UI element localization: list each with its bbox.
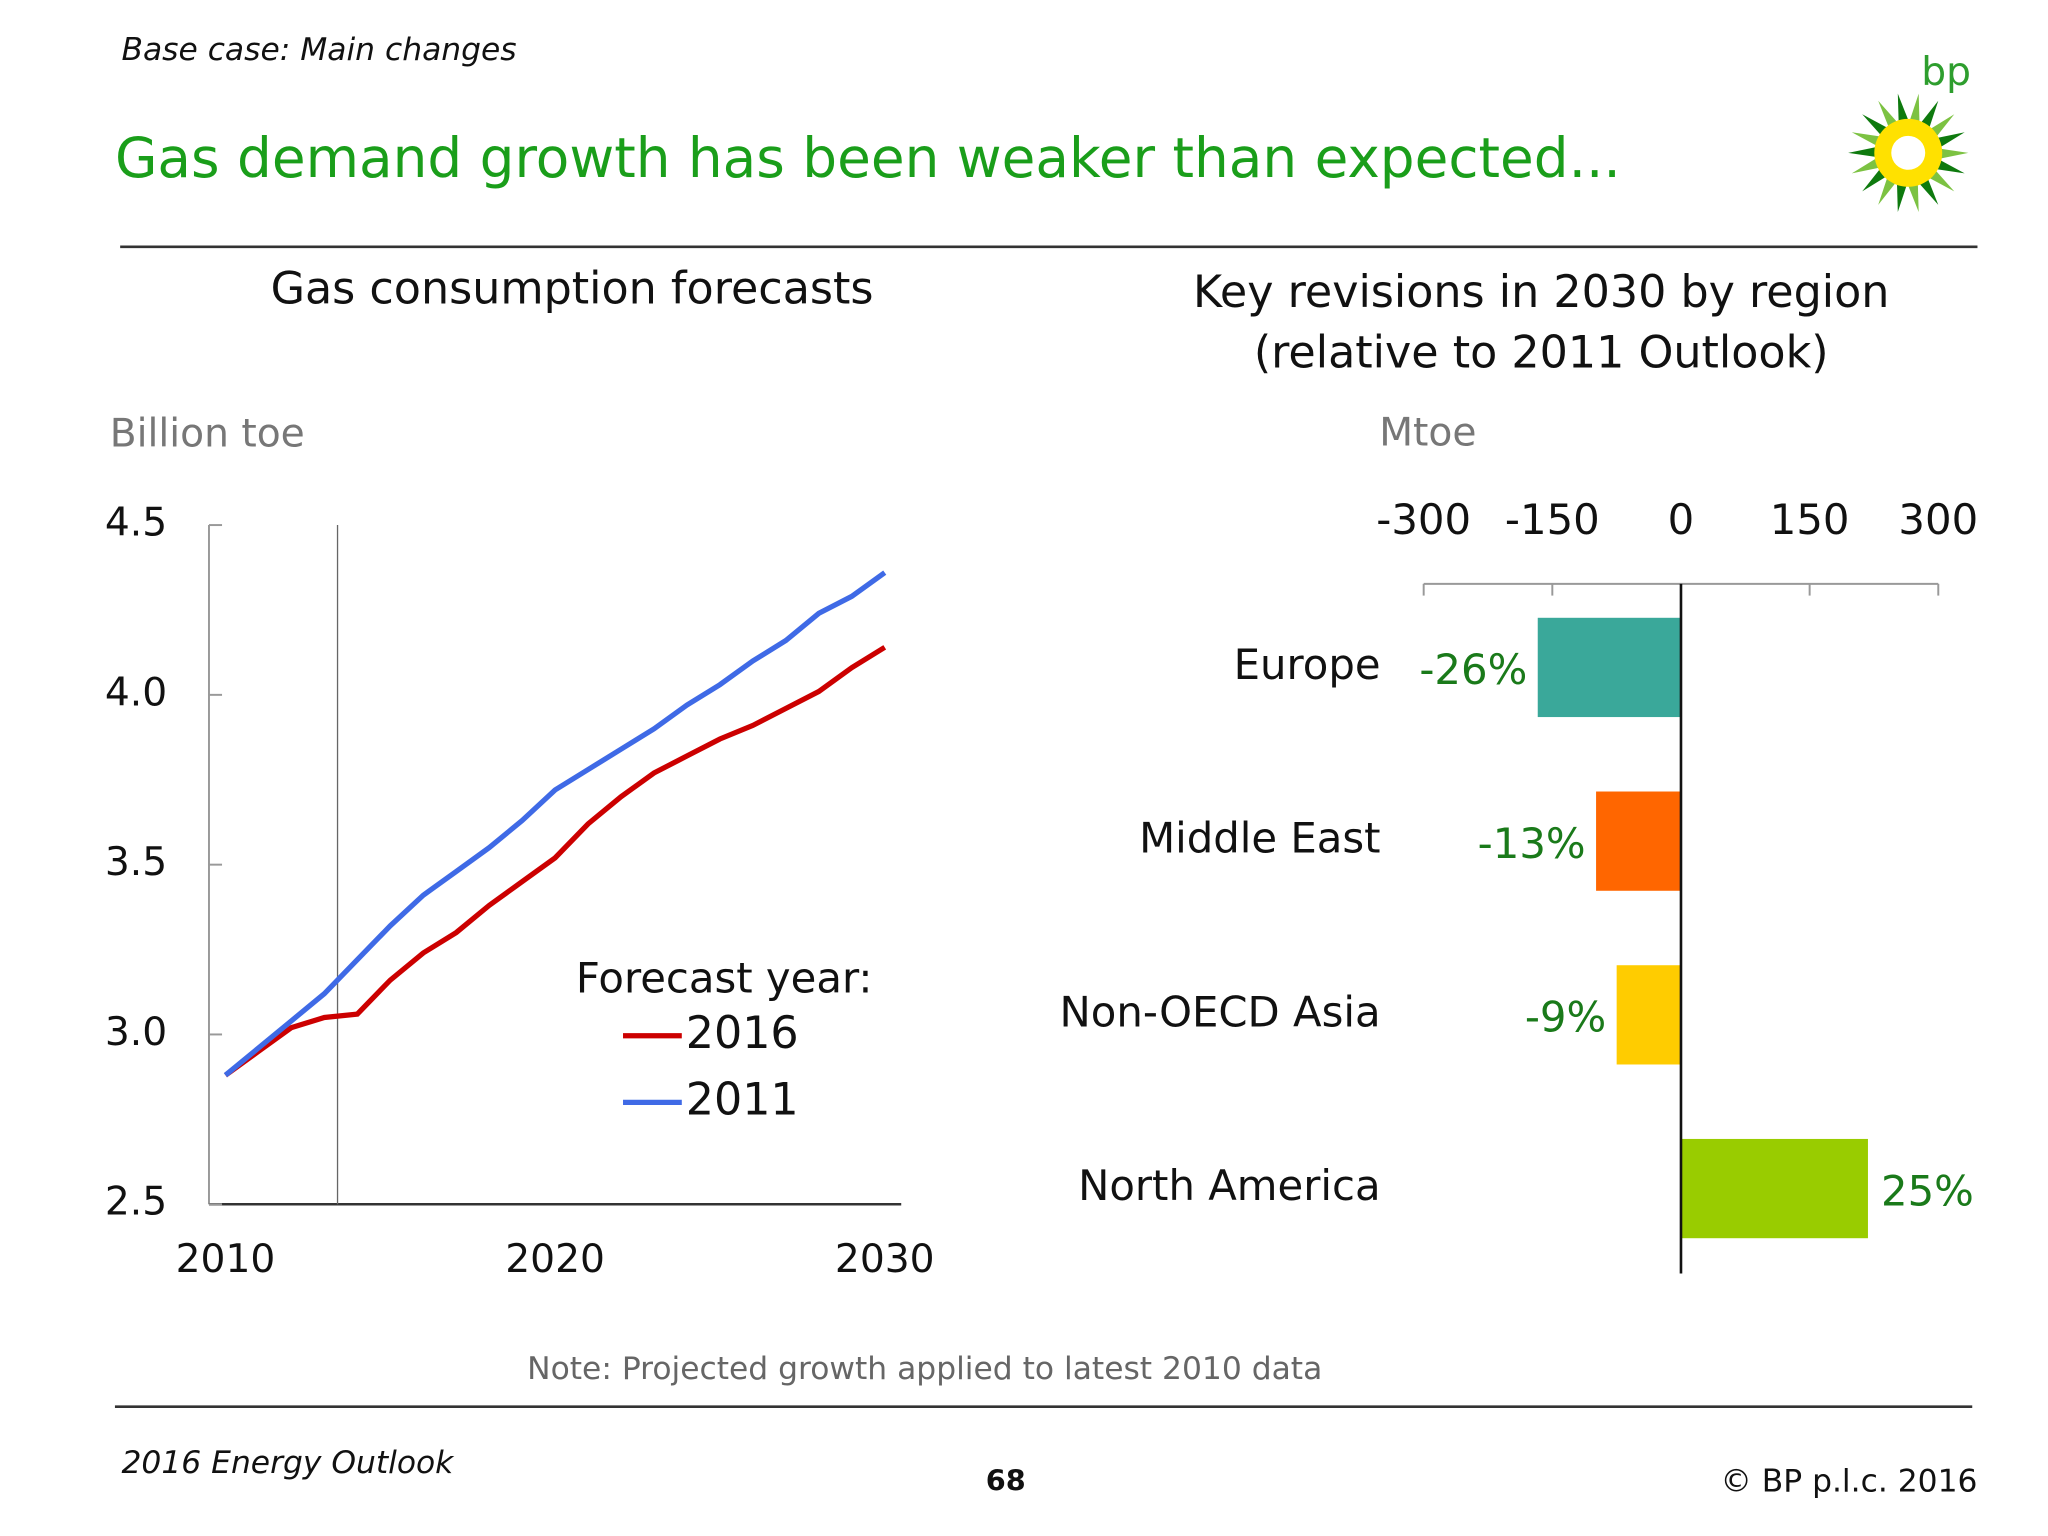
chart-subtitle: (relative to 2011 Outlook) [1254,327,1829,378]
y-tick-label: 2.5 [105,1180,167,1225]
bar [1680,1138,1868,1239]
x-tick-label: 150 [1770,495,1850,544]
series-line [223,645,887,1078]
page-number: 68 [986,1463,1026,1497]
slide-subtitle: Base case: Main changes [121,32,516,68]
footer-left: 2016 Energy Outlook [121,1445,455,1481]
x-tick-label: 2020 [505,1237,605,1282]
y-tick-label: 4.0 [105,670,167,715]
logo-center [1891,135,1926,170]
x-tick-label: 2010 [176,1237,276,1282]
y-tick-label: 3.0 [105,1010,167,1055]
category-label: Non-OECD Asia [1060,987,1381,1036]
revision-label: -9% [1525,993,1606,1042]
category-label: Middle East [1139,814,1380,863]
legend-title: Forecast year: [576,953,873,1002]
category-label: Europe [1234,640,1381,689]
bar [1616,965,1681,1065]
footer-right: © BP p.l.c. 2016 [1720,1463,1977,1499]
y-tick-label: 4.5 [105,501,167,546]
legend-label: 2016 [686,1008,799,1059]
chart-title: Key revisions in 2030 by region [1193,267,1889,318]
category-label: North America [1078,1161,1381,1210]
revision-label: 25% [1881,1166,1974,1215]
chart-title: Gas consumption forecasts [271,263,874,314]
revision-label: -13% [1478,819,1586,868]
x-tick-label: -150 [1505,495,1600,544]
x-tick-label: 300 [1898,495,1978,544]
y-axis-label: Billion toe [110,412,305,457]
slide-title: Gas demand growth has been weaker than e… [115,126,1621,190]
bar [1537,617,1681,718]
x-axis-label: Mtoe [1379,410,1476,455]
logo [1848,93,1969,212]
bar [1596,791,1681,891]
x-tick-label: -300 [1376,495,1471,544]
revision-label: -26% [1419,645,1527,694]
legend-label: 2011 [686,1074,799,1125]
x-tick-label: 2030 [835,1237,935,1282]
y-tick-label: 3.5 [105,840,167,885]
series-line [223,570,887,1078]
logo-text: bp [1921,50,1971,95]
x-tick-label: 0 [1668,495,1695,544]
note: Note: Projected growth applied to latest… [527,1351,1322,1387]
